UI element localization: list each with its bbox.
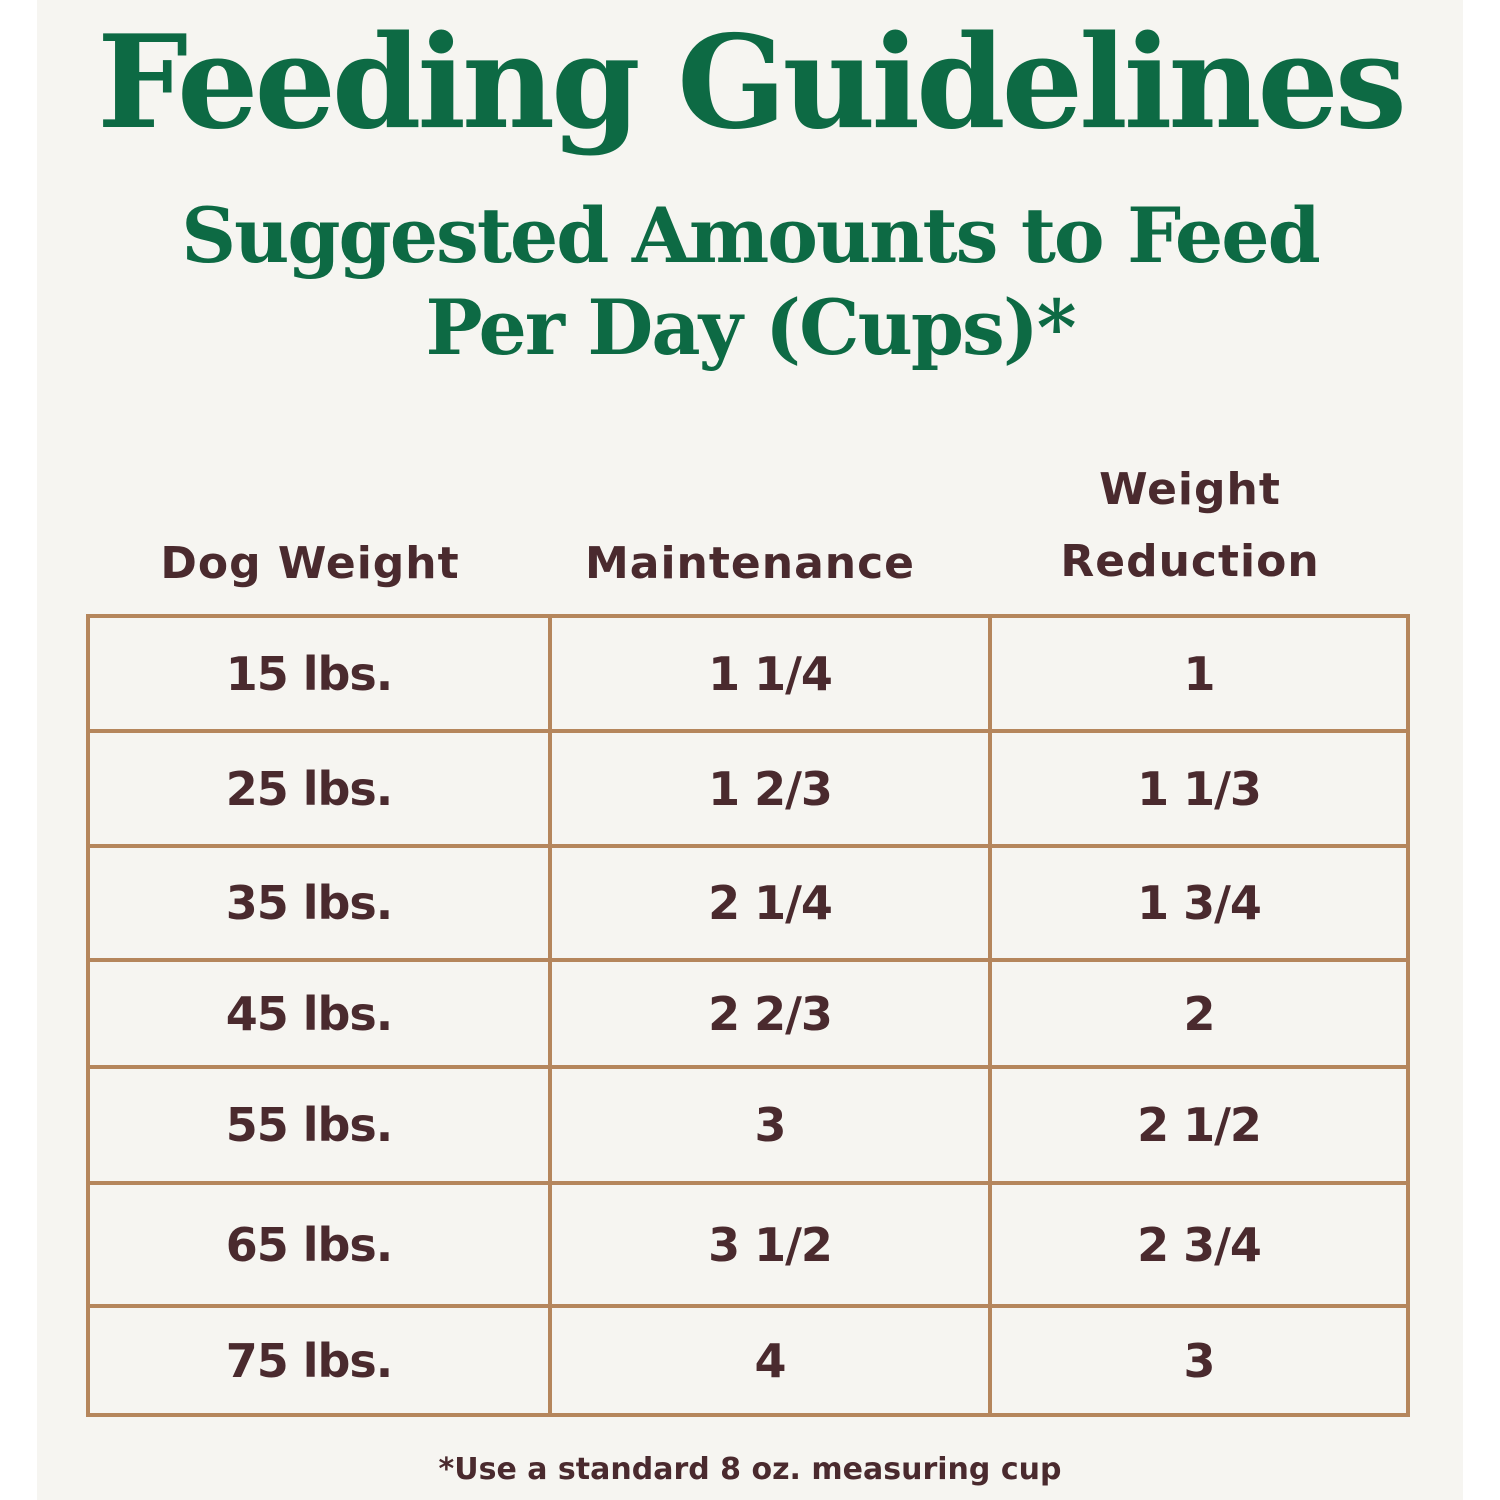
footnote: *Use a standard 8 oz. measuring cup [438,1452,1062,1487]
subtitle-line-2: Per Day (Cups)* [425,283,1076,372]
cell-maintenance: 1 2/3 [548,729,992,848]
cell-maintenance: 2 1/4 [548,844,992,962]
table-row: 55 lbs. 3 2 1/2 [86,1065,1410,1185]
header-dog-weight: Dog Weight [160,538,460,589]
cell-maintenance: 3 [548,1065,992,1185]
subtitle: Suggested Amounts to Feed Per Day (Cups)… [0,190,1500,374]
cell-dog-weight: 55 lbs. [86,1065,552,1185]
cell-weight-reduction: 2 3/4 [988,1181,1410,1308]
page-title: Feeding Guidelines [97,8,1407,158]
feeding-table: 15 lbs. 1 1/4 1 25 lbs. 1 2/3 1 1/3 35 lbs. 2 1… [86,614,1410,1417]
cell-weight-reduction: 1 [988,614,1410,733]
table-row: 15 lbs. 1 1/4 1 [86,614,1410,733]
cell-dog-weight: 25 lbs. [86,729,552,848]
cell-weight-reduction: 3 [988,1304,1410,1417]
table-row: 25 lbs. 1 2/3 1 1/3 [86,729,1410,848]
header-weight-reduction-line-2: Reduction [1060,536,1320,587]
cell-dog-weight: 45 lbs. [86,958,552,1069]
cell-dog-weight: 65 lbs. [86,1181,552,1308]
cell-weight-reduction: 1 3/4 [988,844,1410,962]
header-weight-reduction: Weight Reduction [990,454,1390,598]
table-row: 75 lbs. 4 3 [86,1304,1410,1417]
header-weight-reduction-line-1: Weight [1099,464,1281,515]
table-row: 65 lbs. 3 1/2 2 3/4 [86,1181,1410,1308]
table-row: 35 lbs. 2 1/4 1 3/4 [86,844,1410,962]
cell-maintenance: 2 2/3 [548,958,992,1069]
cell-maintenance: 4 [548,1304,992,1417]
cell-maintenance: 3 1/2 [548,1181,992,1308]
cell-dog-weight: 15 lbs. [86,614,552,733]
cell-weight-reduction: 1 1/3 [988,729,1410,848]
cell-weight-reduction: 2 [988,958,1410,1069]
cell-dog-weight: 75 lbs. [86,1304,552,1417]
header-maintenance: Maintenance [584,538,916,589]
subtitle-line-1: Suggested Amounts to Feed [181,191,1320,280]
cell-dog-weight: 35 lbs. [86,844,552,962]
cell-maintenance: 1 1/4 [548,614,992,733]
cell-weight-reduction: 2 1/2 [988,1065,1410,1185]
table-row: 45 lbs. 2 2/3 2 [86,958,1410,1069]
